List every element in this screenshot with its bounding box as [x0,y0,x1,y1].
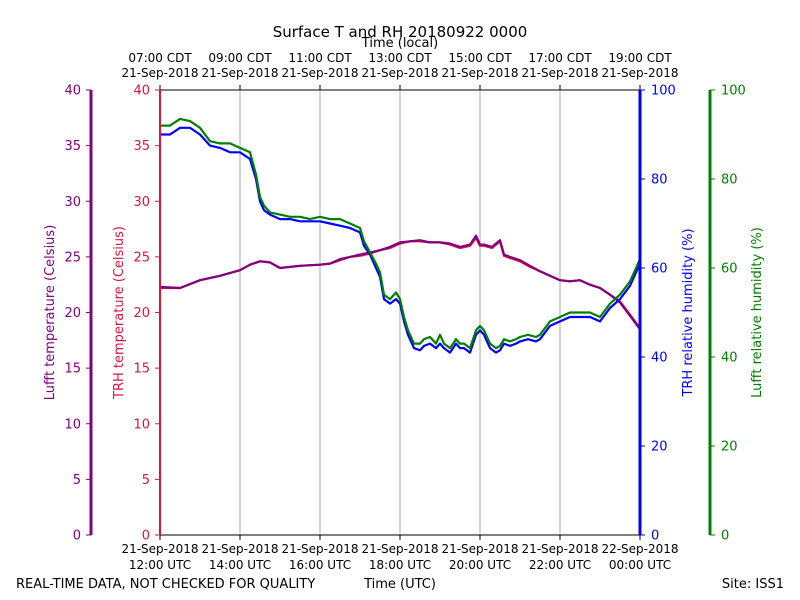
y-tick-label-trh_rh: 0 [651,529,659,544]
x-tick-label-time: 00:00 UTC [609,558,671,572]
top-tick-label-time: 15:00 CDT [448,51,512,65]
y-tick-label-lufft_rh: 60 [721,262,738,277]
series-line-lufft-temperature [159,234,641,330]
top-tick-label-date: 21-Sep-2018 [121,66,198,80]
y-tick-label-trh_temp: 25 [133,250,150,265]
x-tick-label-time: 20:00 UTC [449,558,511,572]
y-tick-label-lufft_temp: 15 [64,362,81,377]
y-tick-label-trh_rh: 80 [651,173,668,188]
x-tick-label-time: 18:00 UTC [369,558,431,572]
y-tick-label-lufft_rh: 0 [721,529,729,544]
top-tick-label-time: 17:00 CDT [528,51,592,65]
chart-title: Surface T and RH 20180922 0000 [273,23,528,41]
x-tick-label-date: 21-Sep-2018 [281,542,358,556]
y-tick-label-trh_rh: 40 [651,351,668,366]
top-axis-title: Time (local) [361,36,438,51]
y-tick-label-trh_rh: 100 [651,84,676,99]
x-tick-label-date: 22-Sep-2018 [601,542,678,556]
y-axis-label-lufft_temp: Lufft temperature (Celsius) [43,225,58,401]
y-tick-label-lufft_temp: 30 [64,195,81,210]
top-tick-label-time: 19:00 CDT [608,51,672,65]
top-tick-label-time: 11:00 CDT [288,51,352,65]
top-tick-label-date: 21-Sep-2018 [281,66,358,80]
top-tick-label-date: 21-Sep-2018 [441,66,518,80]
footer-quality-note: REAL-TIME DATA, NOT CHECKED FOR QUALITY [16,577,315,592]
series-line-trh-relative-humidity [160,126,642,354]
top-tick-label-time: 13:00 CDT [368,51,432,65]
series-layer [159,117,642,354]
y-tick-label-trh_temp: 20 [133,306,150,321]
x-axis-label: Time (UTC) [363,577,436,592]
y-tick-label-trh_temp: 15 [133,362,150,377]
y-tick-label-trh_temp: 30 [133,195,150,210]
y-axis-label-lufft_rh: Lufft relative humidity (%) [750,227,765,398]
y-tick-label-trh_temp: 40 [133,84,150,99]
y-tick-label-lufft_rh: 100 [721,84,746,99]
grid-lines [239,90,561,535]
y-tick-label-lufft_temp: 10 [64,417,81,432]
y-tick-label-lufft_rh: 80 [721,173,738,188]
footer-site: Site: ISS1 [722,577,784,592]
top-tick-label-date: 21-Sep-2018 [521,66,598,80]
x-tick-label-time: 14:00 UTC [209,558,271,572]
y-tick-label-trh_temp: 0 [142,529,150,544]
y-axis-label-trh_temp: TRH temperature (Celsius) [112,226,127,400]
series-line-lufft-relative-humidity [160,117,642,350]
y-tick-label-lufft_temp: 25 [64,250,81,265]
y-tick-label-lufft_temp: 40 [64,84,81,99]
y-tick-label-lufft_rh: 40 [721,351,738,366]
x-tick-label-date: 21-Sep-2018 [121,542,198,556]
x-tick-label-time: 12:00 UTC [129,558,191,572]
x-tick-label-date: 21-Sep-2018 [361,542,438,556]
y-tick-label-trh_rh: 60 [651,262,668,277]
y-tick-label-trh_rh: 20 [651,440,668,455]
y-tick-label-trh_temp: 10 [133,417,150,432]
top-tick-label-time: 07:00 CDT [128,51,192,65]
y-tick-label-lufft_temp: 0 [73,529,81,544]
x-tick-label-time: 16:00 UTC [289,558,351,572]
top-tick-label-date: 21-Sep-2018 [361,66,438,80]
top-tick-label-date: 21-Sep-2018 [201,66,278,80]
x-tick-label-time: 22:00 UTC [529,558,591,572]
x-tick-label-date: 21-Sep-2018 [201,542,278,556]
x-tick-label-date: 21-Sep-2018 [521,542,598,556]
top-tick-label-time: 09:00 CDT [208,51,272,65]
y-tick-label-lufft_temp: 5 [73,473,81,488]
y-tick-label-trh_temp: 35 [133,139,150,154]
y-axis-label-trh_rh: TRH relative humidity (%) [681,228,696,397]
y-tick-label-lufft_temp: 20 [64,306,81,321]
top-tick-label-date: 21-Sep-2018 [601,66,678,80]
y-tick-label-trh_temp: 5 [142,473,150,488]
x-tick-label-date: 21-Sep-2018 [441,542,518,556]
y-tick-label-lufft_temp: 35 [64,139,81,154]
y-tick-label-lufft_rh: 20 [721,440,738,455]
